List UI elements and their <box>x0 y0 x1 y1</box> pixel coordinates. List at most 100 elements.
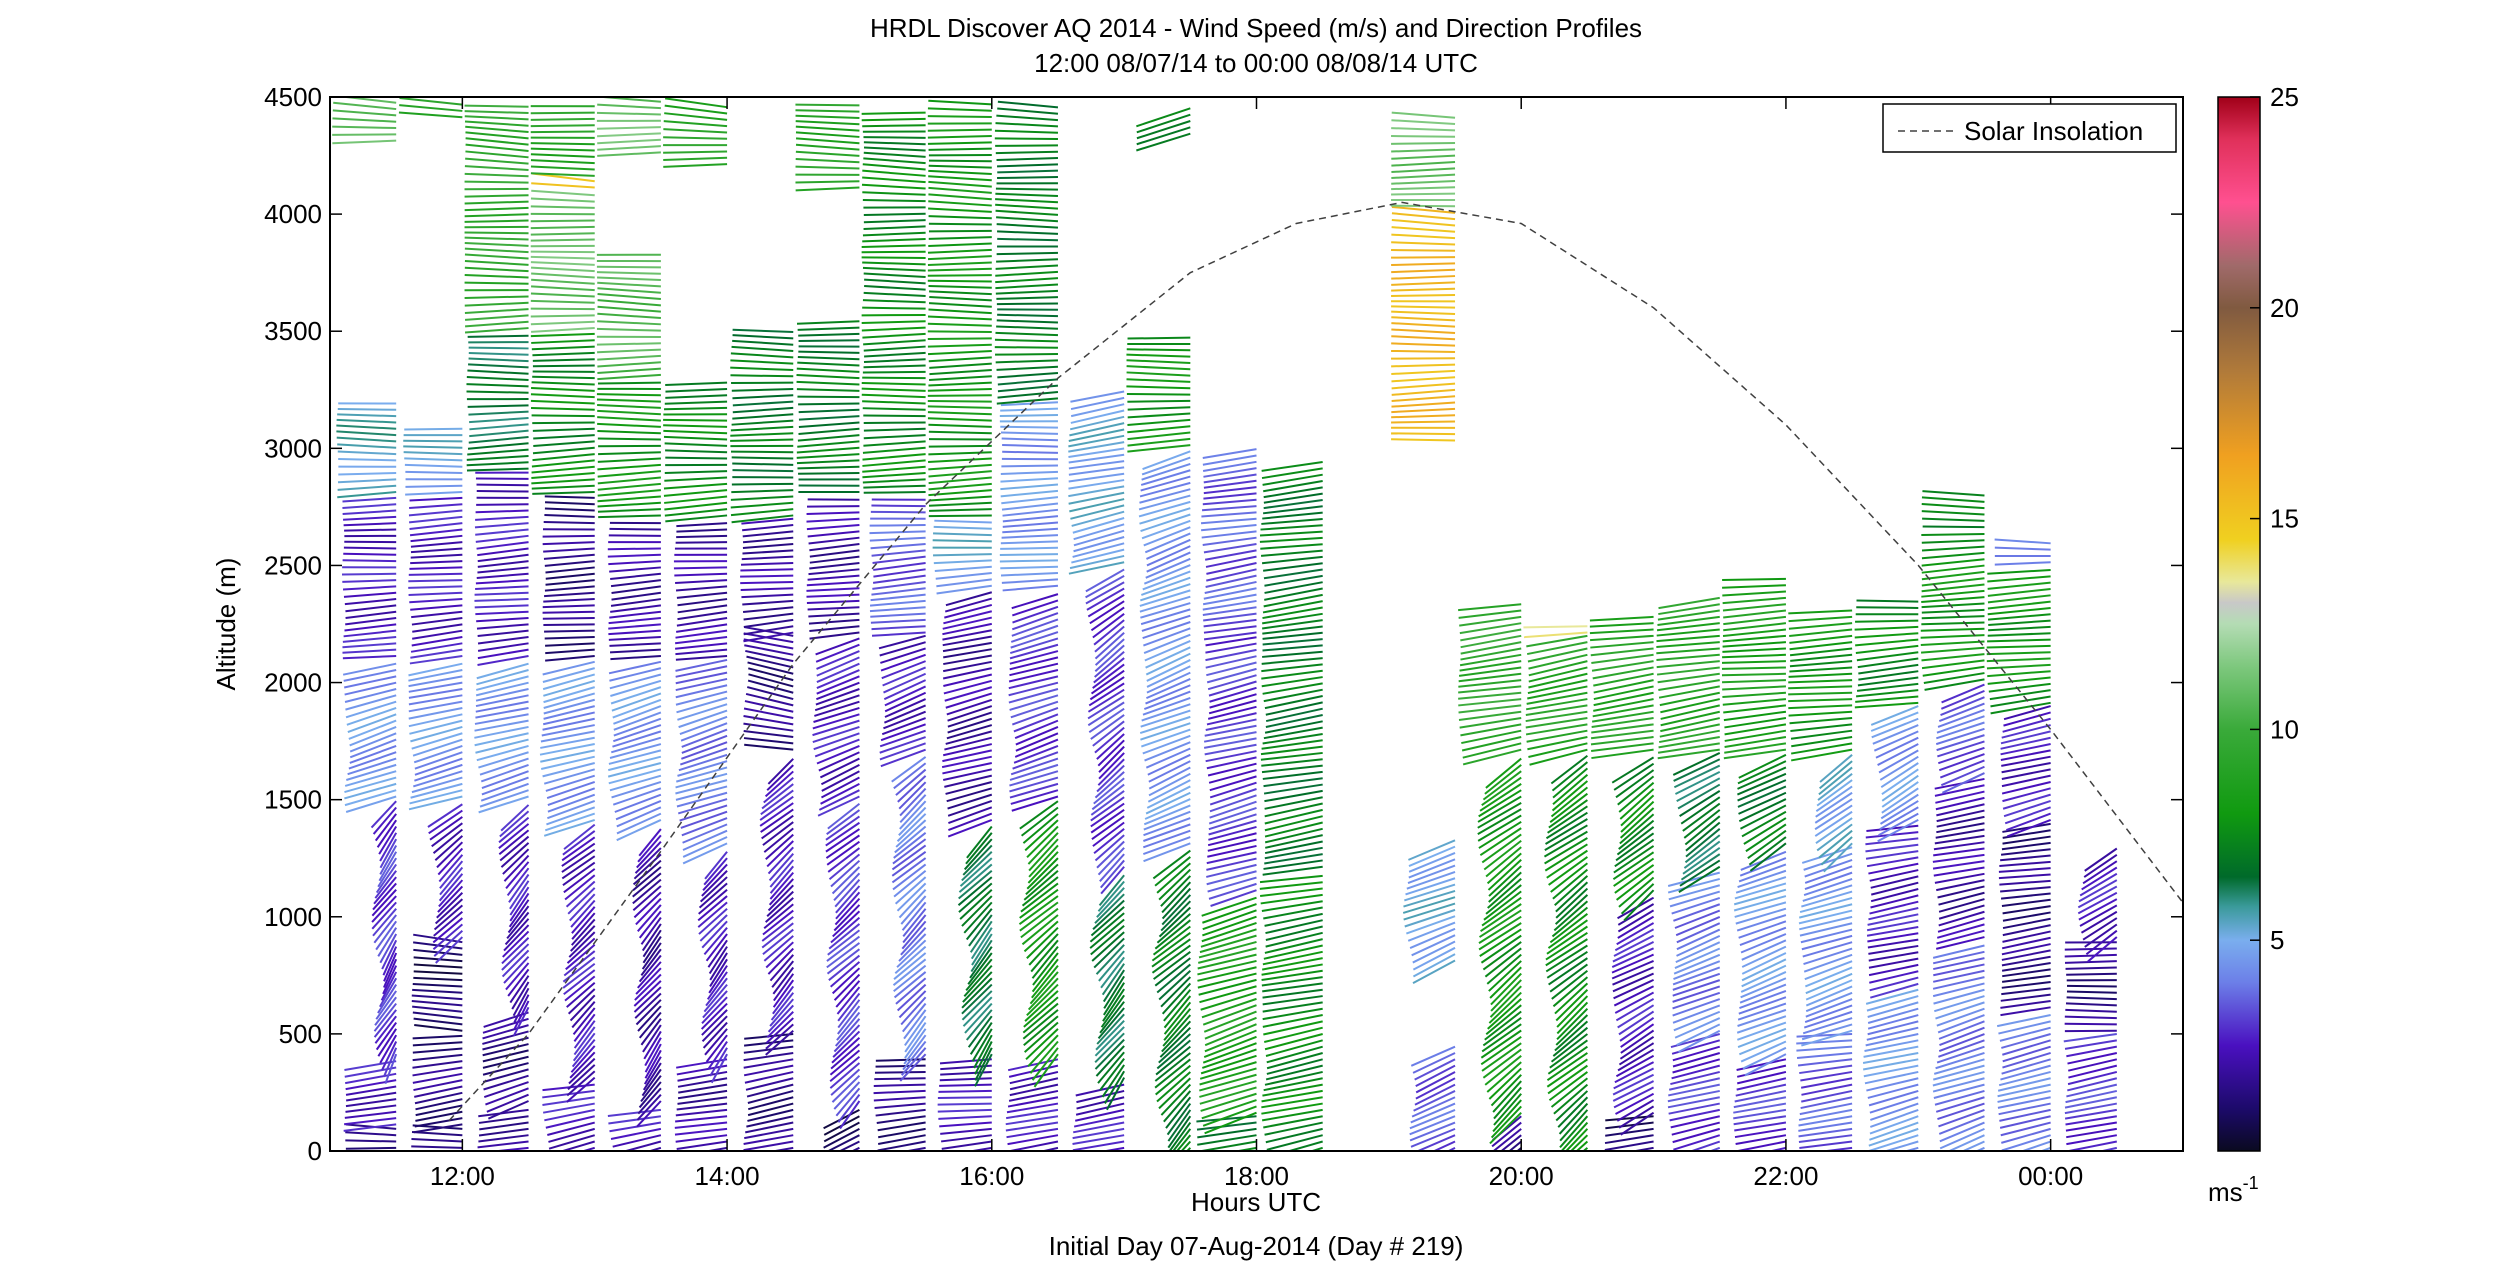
wind-barb <box>732 406 794 414</box>
wind-barb <box>934 519 992 524</box>
wind-barb <box>548 1134 595 1150</box>
wind-barb <box>1938 1020 1985 1040</box>
wind-barb <box>345 617 397 626</box>
wind-barb <box>1028 844 1059 878</box>
wind-barb <box>1411 1096 1456 1118</box>
wind-barb <box>765 1017 794 1044</box>
wind-barb <box>372 908 397 937</box>
wind-barb <box>475 738 529 754</box>
wind-barb <box>632 885 662 912</box>
wind-barb <box>744 1070 794 1084</box>
wind-barb <box>1000 546 1058 550</box>
wind-barb <box>1014 738 1059 758</box>
wind-barb <box>1528 742 1588 758</box>
wind-barb <box>1879 800 1919 825</box>
wind-barb <box>638 1011 662 1039</box>
wind-barb <box>819 757 860 779</box>
wind-barb <box>564 975 596 1002</box>
wind-barb <box>1090 796 1125 822</box>
wind-barb <box>1680 853 1721 881</box>
wind-barb <box>1543 830 1588 858</box>
wind-barb <box>532 364 595 368</box>
wind-barb <box>543 705 595 720</box>
wind-barb <box>1145 652 1191 676</box>
wind-barb <box>1864 1070 1919 1085</box>
wind-barb <box>1264 853 1323 865</box>
wind-barb <box>1796 1039 1853 1045</box>
wind-barb <box>834 1018 861 1047</box>
colorbar-unit-base: ms <box>2208 1177 2243 1207</box>
wind-barb <box>1656 641 1720 648</box>
wind-barb <box>1672 972 1721 991</box>
wind-barb <box>1409 1115 1456 1136</box>
wind-barb <box>1097 758 1125 786</box>
wind-barb <box>1403 902 1456 921</box>
wind-barb <box>499 835 530 862</box>
wind-barb <box>1158 1033 1191 1064</box>
wind-barb <box>464 241 529 247</box>
wind-barb <box>467 404 529 408</box>
wind-barb <box>1201 896 1257 917</box>
colorbar-tick-label: 15 <box>2270 504 2299 534</box>
wind-barb <box>732 413 794 420</box>
wind-barb <box>1264 1070 1323 1086</box>
wind-barb <box>379 933 398 964</box>
wind-barb <box>1143 817 1191 837</box>
wind-barb <box>1090 606 1125 632</box>
wind-barb <box>1921 602 1985 609</box>
wind-barb <box>1207 876 1257 893</box>
wind-barb <box>1210 889 1257 907</box>
wind-barb <box>1089 918 1125 949</box>
wind-barb <box>530 238 595 242</box>
wind-barb <box>870 593 926 602</box>
wind-barb <box>1262 1014 1323 1028</box>
wind-barb <box>664 476 728 482</box>
wind-barb <box>1208 680 1257 697</box>
wind-barb <box>1143 810 1191 831</box>
wind-barb <box>1932 1070 1985 1087</box>
wind-barb <box>1555 1090 1589 1122</box>
wind-barb <box>1921 659 1985 670</box>
wind-barb <box>1788 672 1853 678</box>
wind-barb <box>663 489 728 497</box>
wind-barb <box>411 1145 463 1149</box>
wind-barb <box>433 929 464 957</box>
wind-barb <box>1391 414 1456 419</box>
wind-barb <box>675 585 728 592</box>
wind-barb <box>1788 710 1853 717</box>
wind-barb <box>675 665 728 678</box>
wind-barb <box>1488 1067 1522 1100</box>
wind-barb <box>2001 768 2051 780</box>
profile-column <box>795 103 861 1151</box>
wind-barb <box>680 810 728 829</box>
wind-barb <box>1939 1121 1985 1143</box>
wind-barb <box>1998 1102 2051 1116</box>
wind-barb <box>682 829 728 851</box>
wind-barb <box>611 692 662 712</box>
wind-barb <box>900 1047 927 1076</box>
wind-barb <box>542 617 595 620</box>
wind-barb <box>1146 678 1191 700</box>
wind-barb <box>995 192 1058 197</box>
wind-barb <box>864 351 926 358</box>
wind-barb <box>1737 779 1787 802</box>
wind-barb <box>740 561 794 566</box>
wind-barb <box>1127 418 1191 426</box>
wind-barb <box>2087 936 2118 963</box>
wind-barb <box>815 643 860 663</box>
wind-barb <box>348 719 397 740</box>
wind-barb <box>541 724 595 737</box>
wind-barb <box>743 625 794 636</box>
wind-barb <box>928 430 992 435</box>
wind-barb <box>505 861 530 889</box>
wind-barb <box>597 281 661 288</box>
wind-barb <box>2001 949 2051 961</box>
wind-barb <box>1096 887 1125 918</box>
wind-barb <box>464 194 529 198</box>
wind-barb <box>944 686 993 702</box>
wind-barb <box>475 579 529 585</box>
wind-barb <box>1094 625 1125 653</box>
wind-barb <box>1410 1102 1456 1124</box>
wind-barb <box>2065 1002 2117 1007</box>
colorbar-tick-label: 5 <box>2270 925 2284 955</box>
